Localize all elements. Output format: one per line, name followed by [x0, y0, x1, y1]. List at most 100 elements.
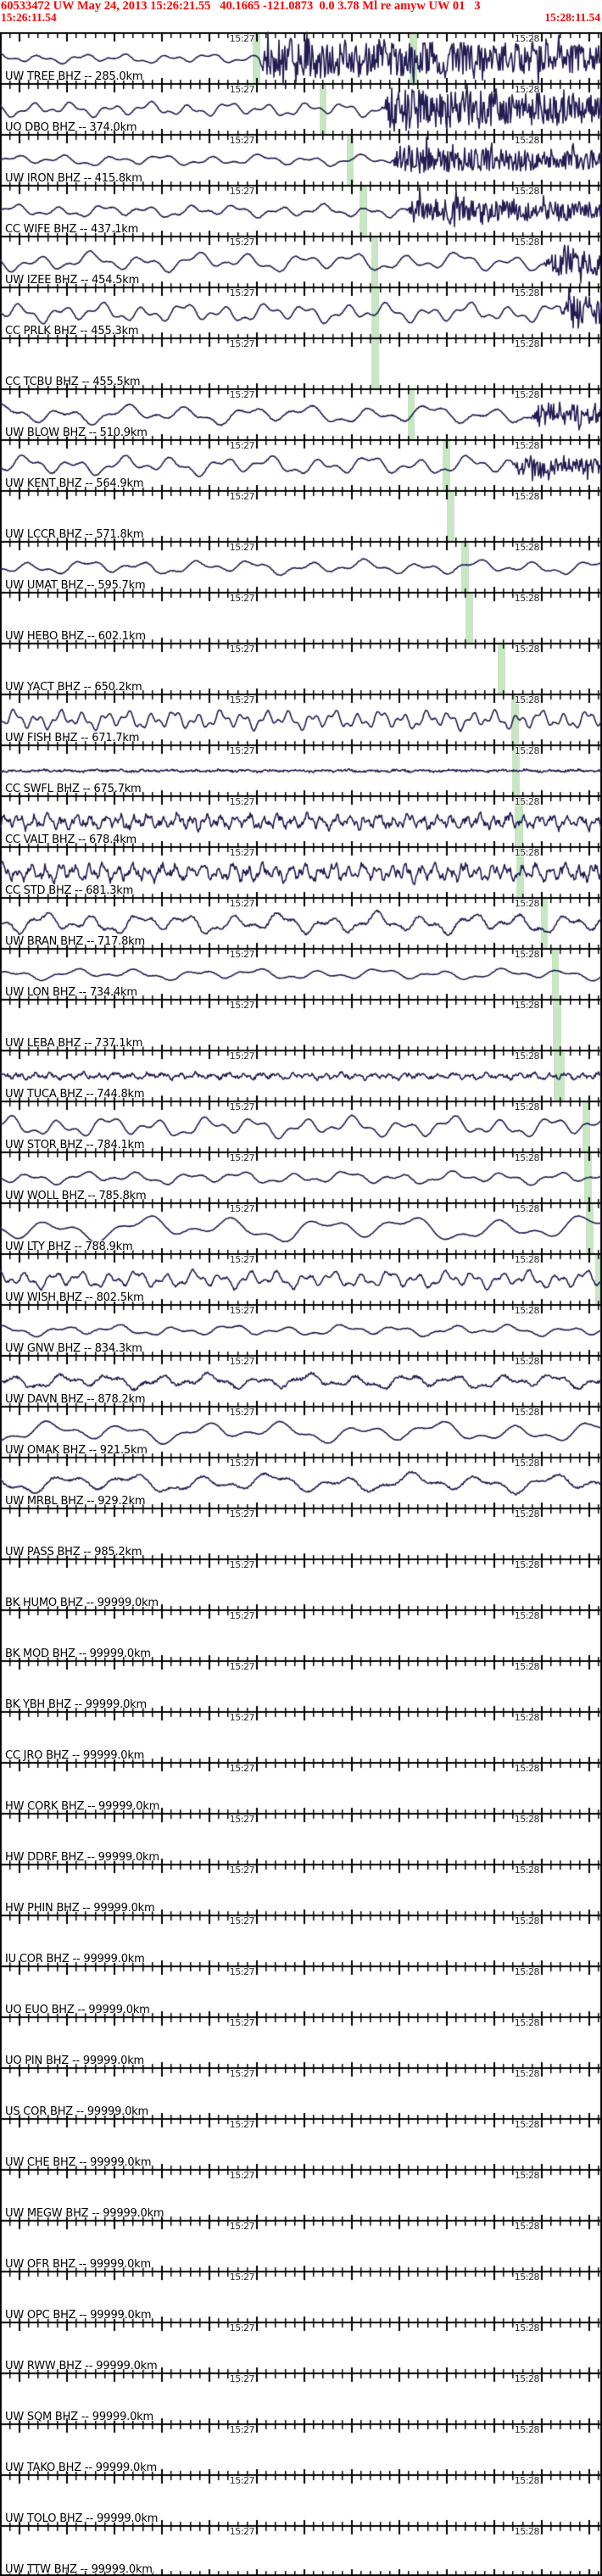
station-label: UW SQM BHZ -- 99999.0km	[5, 2411, 153, 2423]
station-label: UW TOLO BHZ -- 99999.0km	[5, 2512, 159, 2525]
trace-panel[interactable]: 15:27 15:28 UW UMAT BHZ -- 595.7km	[0, 541, 602, 592]
trace-panel[interactable]: 15:27 15:28 UW GNW BHZ -- 834.3km	[0, 1304, 602, 1355]
minute-label-1527: 15:27	[229, 1559, 255, 1570]
trace-panel[interactable]: 15:27 15:28 UO EUO BHZ -- 99999.0km	[0, 1965, 602, 2016]
minute-label-1527: 15:27	[229, 1508, 255, 1519]
trace-panel[interactable]: 15:27 15:28 BK MOD BHZ -- 99999.0km	[0, 1609, 602, 1660]
minute-label-1527: 15:27	[229, 287, 255, 298]
minute-label-1527: 15:27	[229, 2119, 255, 2130]
station-label: CC SWFL BHZ -- 675.7km	[5, 783, 142, 795]
minute-label-1528: 15:28	[514, 2068, 540, 2079]
minute-label-1528: 15:28	[514, 847, 540, 858]
trace-panel[interactable]: 15:27 15:28 BK HUMO BHZ -- 99999.0km	[0, 1558, 602, 1609]
trace-panel[interactable]: 15:27 15:28 HW CORK BHZ -- 99999.0km	[0, 1762, 602, 1813]
trace-panel[interactable]: 15:27 15:28 CC PRLK BHZ -- 455.3km	[0, 287, 602, 337]
trace-panel[interactable]: 15:27 15:28 UW TTW BHZ -- 99999.0km	[0, 2525, 602, 2576]
trace-panel[interactable]: 15:27 15:28 CC SWFL BHZ -- 675.7km	[0, 744, 602, 795]
minute-label-1528: 15:28	[514, 1559, 540, 1570]
minute-label-1528: 15:28	[514, 1458, 540, 1469]
minute-label-1528: 15:28	[514, 745, 540, 756]
station-label: BK HUMO BHZ -- 99999.0km	[5, 1597, 159, 1609]
station-label: UW LTY BHZ -- 788.9km	[5, 1241, 133, 1253]
trace-panel[interactable]: 15:27 15:28 UW PASS BHZ -- 985.2km	[0, 1508, 602, 1558]
minute-label-1527: 15:27	[229, 2322, 255, 2333]
minute-label-1527: 15:27	[229, 1203, 255, 1214]
minute-label-1528: 15:28	[514, 1101, 540, 1112]
trace-panel[interactable]: 15:27 15:28 UW OPC BHZ -- 99999.0km	[0, 2271, 602, 2322]
station-label: UW OMAK BHZ -- 921.5km	[5, 1444, 148, 1457]
minute-label-1528: 15:28	[514, 2272, 540, 2283]
minute-label-1528: 15:28	[514, 1305, 540, 1316]
trace-panel[interactable]: 15:27 15:28 UW TOLO BHZ -- 99999.0km	[0, 2474, 602, 2525]
station-label: UW STOR BHZ -- 784.1km	[5, 1139, 145, 1151]
minute-label-1527: 15:27	[229, 644, 255, 655]
station-label: UW LEBA BHZ -- 737.1km	[5, 1037, 143, 1050]
station-label: UW OFR BHZ -- 99999.0km	[5, 2258, 151, 2271]
trace-panel[interactable]: 15:27 15:28 UW DAVN BHZ -- 878.2km	[0, 1355, 602, 1406]
minute-label-1527: 15:27	[229, 389, 255, 400]
minute-label-1527: 15:27	[229, 1712, 255, 1723]
trace-panel[interactable]: 15:27 15:28 IU COR BHZ -- 99999.0km	[0, 1915, 602, 1965]
trace-panel[interactable]: 15:27 15:28 CC JRO BHZ -- 99999.0km	[0, 1711, 602, 1762]
minute-label-1528: 15:28	[514, 644, 540, 655]
minute-label-1528: 15:28	[514, 2373, 540, 2384]
station-label: UW TREE BHZ -- 285.0km	[5, 70, 143, 83]
station-label: UW UMAT BHZ -- 595.7km	[5, 579, 146, 592]
station-label: HW PHIN BHZ -- 99999.0km	[5, 1902, 155, 1915]
station-label: UW WISH BHZ -- 802.5km	[5, 1291, 144, 1304]
minute-label-1527: 15:27	[229, 2017, 255, 2028]
trace-panel[interactable]: 15:27 15:28 UW MEGW BHZ -- 99999.0km	[0, 2169, 602, 2220]
minute-label-1528: 15:28	[514, 694, 540, 705]
minute-label-1528: 15:28	[514, 2017, 540, 2028]
trace-panel[interactable]: 15:27 15:28 UW OFR BHZ -- 99999.0km	[0, 2220, 602, 2271]
trace-panel[interactable]: 15:27 15:28 CC STD BHZ -- 681.3km	[0, 846, 602, 897]
minute-label-1527: 15:27	[229, 2373, 255, 2384]
trace-panel[interactable]: 15:27 15:28 UW OMAK BHZ -- 921.5km	[0, 1406, 602, 1457]
station-label: US COR BHZ -- 99999.0km	[5, 2105, 148, 2118]
trace-panel[interactable]: 15:27 15:28 HW PHIN BHZ -- 99999.0km	[0, 1864, 602, 1915]
minute-label-1528: 15:28	[514, 440, 540, 451]
minute-label-1527: 15:27	[229, 135, 255, 146]
station-label: BK MOD BHZ -- 99999.0km	[5, 1648, 151, 1660]
minute-label-1527: 15:27	[229, 898, 255, 909]
trace-panel[interactable]: 15:27 15:28 BK YBH BHZ -- 99999.0km	[0, 1660, 602, 1711]
minute-label-1528: 15:28	[514, 1254, 540, 1265]
minute-label-1527: 15:27	[229, 2526, 255, 2537]
trace-panel[interactable]: 15:27 15:28 US COR BHZ -- 99999.0km	[0, 2067, 602, 2118]
minute-label-1527: 15:27	[229, 1152, 255, 1163]
minute-label-1527: 15:27	[229, 593, 255, 604]
station-label: UO PIN BHZ -- 99999.0km	[5, 2055, 145, 2067]
minute-label-1527: 15:27	[229, 1610, 255, 1621]
trace-panel[interactable]: 15:27 15:28 UW LON BHZ -- 734.4km	[0, 948, 602, 999]
trace-panel[interactable]: 15:27 15:28 UW SQM BHZ -- 99999.0km	[0, 2372, 602, 2423]
minute-label-1528: 15:28	[514, 1915, 540, 1926]
trace-panel[interactable]: 15:27 15:28 UW TAKO BHZ -- 99999.0km	[0, 2423, 602, 2474]
station-label: UW MRBL BHZ -- 929.2km	[5, 1495, 146, 1508]
minute-label-1527: 15:27	[229, 1763, 255, 1774]
minute-label-1527: 15:27	[229, 2475, 255, 2486]
station-label: UO DBO BHZ -- 374.0km	[5, 121, 137, 134]
trace-panel[interactable]: 15:27 15:28 UW MRBL BHZ -- 929.2km	[0, 1457, 602, 1508]
station-label: UW PASS BHZ -- 985.2km	[5, 1546, 142, 1558]
minute-label-1528: 15:28	[514, 1203, 540, 1214]
minute-label-1528: 15:28	[514, 542, 540, 553]
minute-label-1528: 15:28	[514, 237, 540, 248]
station-label: CC PRLK BHZ -- 455.3km	[5, 325, 139, 337]
minute-label-1527: 15:27	[229, 694, 255, 705]
minute-label-1528: 15:28	[514, 2475, 540, 2486]
station-label: HW DDRF BHZ -- 99999.0km	[5, 1851, 159, 1864]
station-label: UW KENT BHZ -- 564.9km	[5, 477, 144, 490]
station-label: UW DAVN BHZ -- 878.2km	[5, 1393, 146, 1406]
station-label: UW RWW BHZ -- 99999.0km	[5, 2360, 158, 2372]
trace-panel[interactable]: 15:27 15:28 UW CHE BHZ -- 99999.0km	[0, 2118, 602, 2169]
station-label: UW OPC BHZ -- 99999.0km	[5, 2309, 152, 2322]
trace-panel[interactable]: 15:27 15:28 UW RWW BHZ -- 99999.0km	[0, 2322, 602, 2372]
trace-panel[interactable]: 15:27 15:28 UO PIN BHZ -- 99999.0km	[0, 2016, 602, 2067]
minute-label-1528: 15:28	[514, 1966, 540, 1977]
minute-label-1527: 15:27	[229, 1915, 255, 1926]
trace-panel[interactable]: 15:27 15:28 HW DDRF BHZ -- 99999.0km	[0, 1813, 602, 1864]
minute-label-1527: 15:27	[229, 847, 255, 858]
minute-label-1527: 15:27	[229, 1966, 255, 1977]
minute-label-1527: 15:27	[229, 1407, 255, 1418]
